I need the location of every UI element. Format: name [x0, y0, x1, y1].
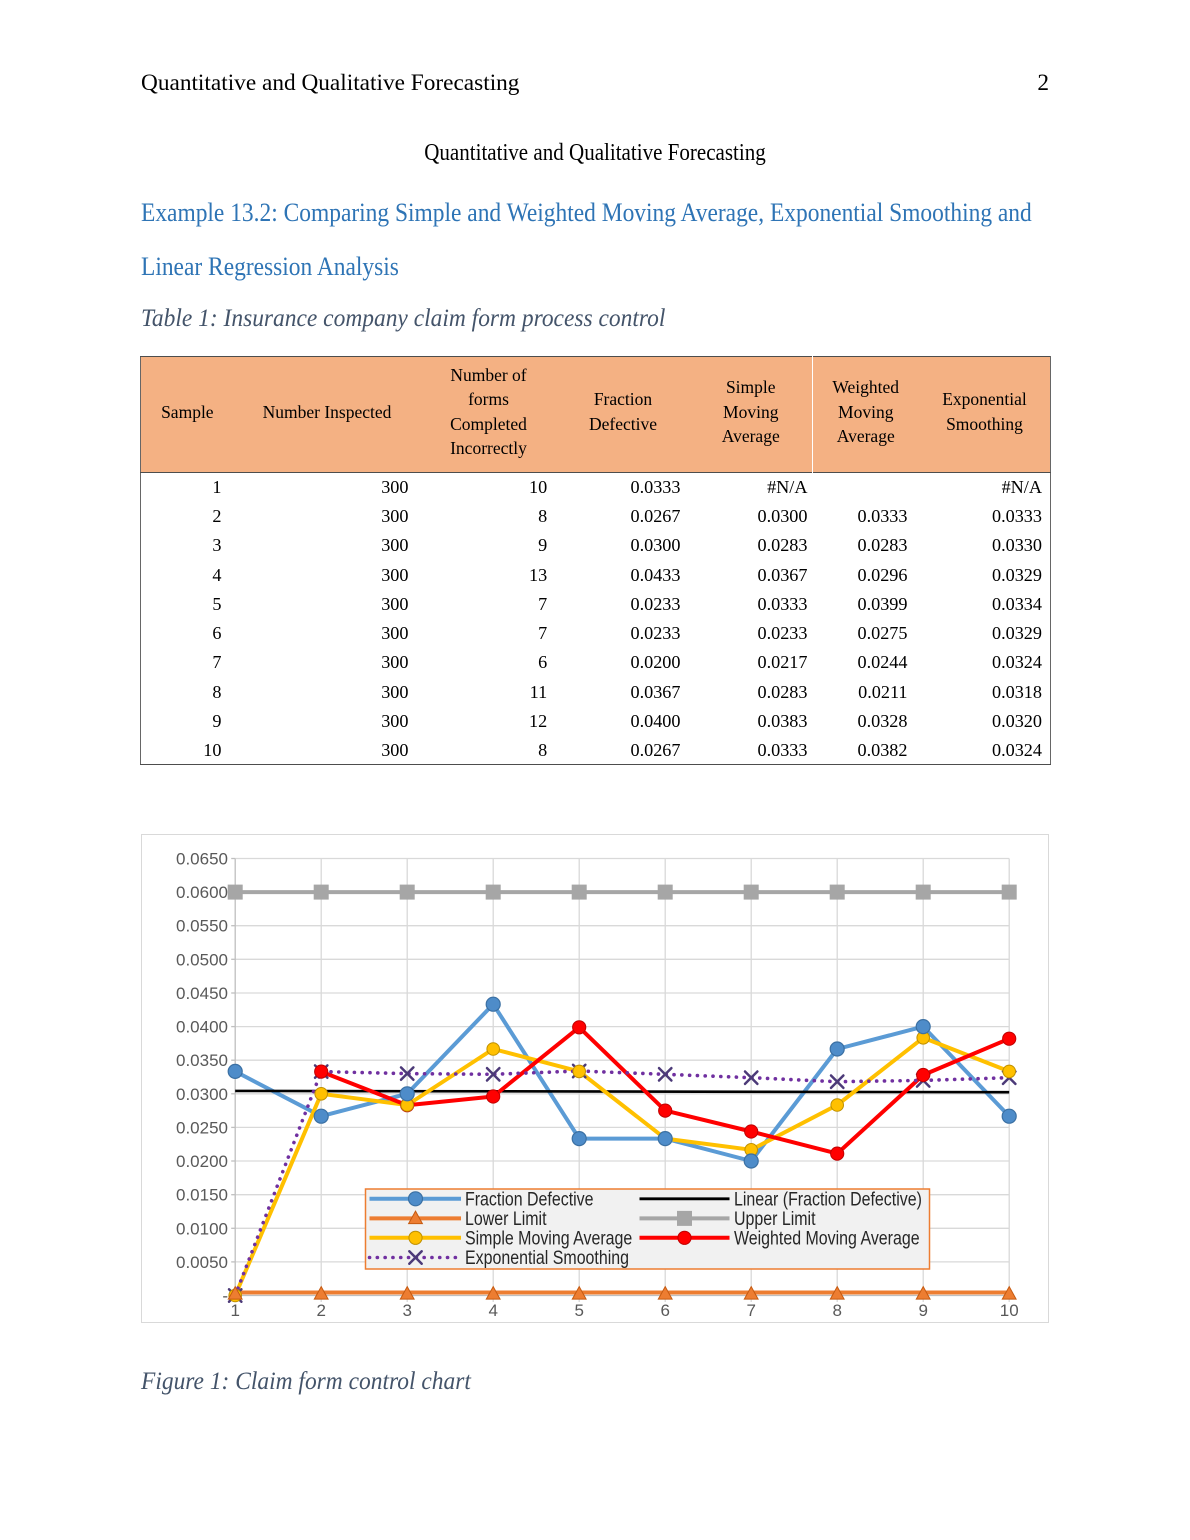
svg-text:Linear (Fraction Defective): Linear (Fraction Defective): [734, 1187, 922, 1209]
svg-text:7: 7: [746, 1301, 755, 1320]
svg-text:0.0100: 0.0100: [176, 1219, 228, 1238]
svg-text:3: 3: [402, 1301, 411, 1320]
svg-text:9: 9: [918, 1301, 927, 1320]
svg-text:1: 1: [230, 1301, 239, 1320]
svg-text:Lower Limit: Lower Limit: [465, 1207, 547, 1229]
svg-text:0.0200: 0.0200: [176, 1152, 228, 1171]
svg-text:2: 2: [316, 1301, 325, 1320]
svg-text:-: -: [222, 1286, 228, 1305]
svg-text:6: 6: [660, 1301, 669, 1320]
svg-text:0.0650: 0.0650: [176, 849, 228, 868]
svg-text:Exponential Smoothing: Exponential Smoothing: [465, 1246, 629, 1268]
svg-text:5: 5: [574, 1301, 583, 1320]
svg-text:Fraction Defective: Fraction Defective: [465, 1187, 594, 1209]
svg-text:Weighted Moving Average: Weighted Moving Average: [734, 1226, 920, 1248]
svg-text:0.0050: 0.0050: [176, 1252, 228, 1271]
svg-text:0.0150: 0.0150: [176, 1185, 228, 1204]
svg-text:8: 8: [832, 1301, 841, 1320]
svg-text:0.0450: 0.0450: [176, 984, 228, 1003]
svg-text:0.0250: 0.0250: [176, 1118, 228, 1137]
svg-text:Upper Limit: Upper Limit: [734, 1207, 816, 1229]
svg-text:0.0300: 0.0300: [176, 1084, 228, 1103]
svg-text:4: 4: [488, 1301, 497, 1320]
svg-text:0.0550: 0.0550: [176, 916, 228, 935]
svg-text:0.0500: 0.0500: [176, 950, 228, 969]
svg-text:0.0350: 0.0350: [176, 1051, 228, 1070]
svg-text:10: 10: [1000, 1301, 1019, 1320]
svg-text:0.0400: 0.0400: [176, 1017, 228, 1036]
svg-text:0.0600: 0.0600: [176, 883, 228, 902]
svg-text:Simple Moving Average: Simple Moving Average: [465, 1226, 632, 1248]
